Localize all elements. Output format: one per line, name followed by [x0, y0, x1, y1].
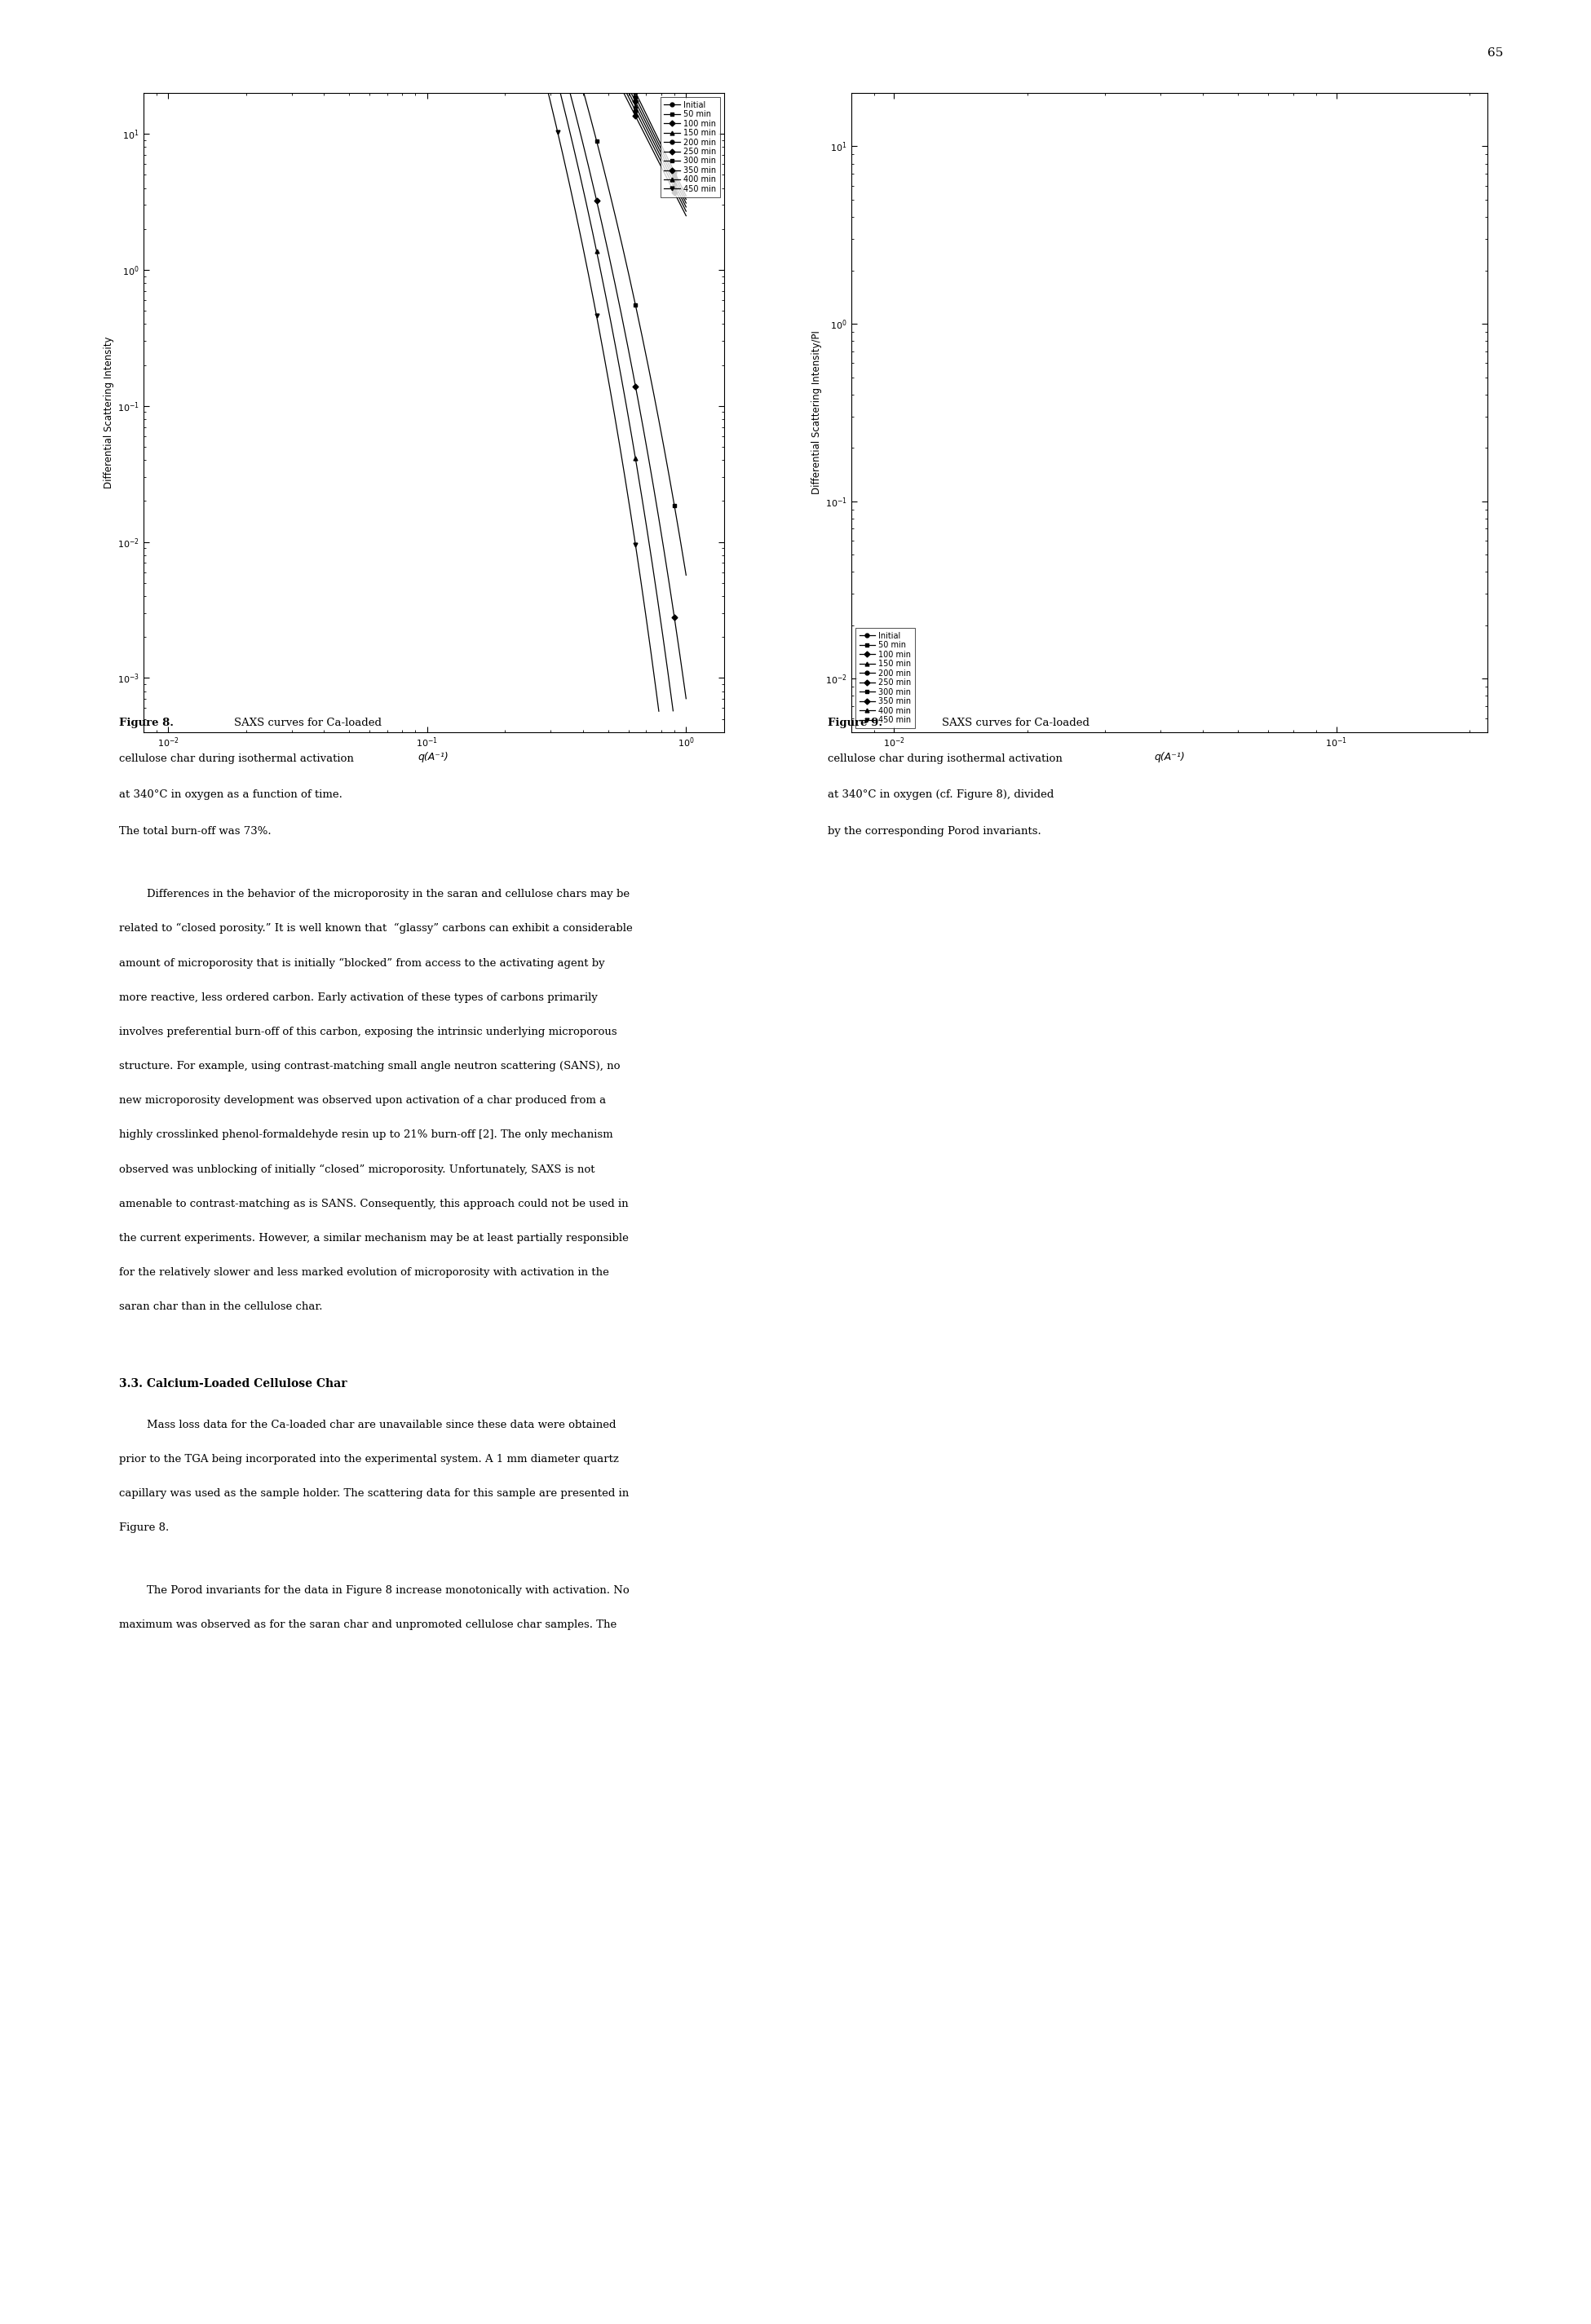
400 min	[536, 23, 555, 51]
450 min	[649, 697, 668, 725]
Y-axis label: Differential Scattering Intensity: Differential Scattering Intensity	[103, 337, 115, 488]
Text: observed was unblocking of initially “closed” microporosity. Unfortunately, SAXS: observed was unblocking of initially “cl…	[119, 1164, 595, 1174]
Text: highly crosslinked phenol-formaldehyde resin up to 21% burn-off [2]. The only me: highly crosslinked phenol-formaldehyde r…	[119, 1129, 613, 1141]
Line: 450 min: 450 min	[167, 0, 660, 713]
Text: for the relatively slower and less marked evolution of microporosity with activa: for the relatively slower and less marke…	[119, 1267, 609, 1278]
Text: at 340°C in oxygen (cf. Figure 8), divided: at 340°C in oxygen (cf. Figure 8), divid…	[827, 790, 1053, 799]
Text: more reactive, less ordered carbon. Early activation of these types of carbons p: more reactive, less ordered carbon. Earl…	[119, 992, 598, 1002]
350 min	[535, 0, 554, 14]
Text: involves preferential burn-off of this carbon, exposing the intrinsic underlying: involves preferential burn-off of this c…	[119, 1027, 617, 1037]
450 min	[517, 0, 536, 23]
400 min	[547, 67, 566, 95]
Line: 300 min: 300 min	[167, 0, 687, 576]
Text: at 340°C in oxygen as a function of time.: at 340°C in oxygen as a function of time…	[119, 790, 342, 799]
Initial	[676, 181, 695, 209]
Text: cellulose char during isothermal activation: cellulose char during isothermal activat…	[827, 753, 1063, 765]
Text: new microporosity development was observed upon activation of a char produced fr: new microporosity development was observ…	[119, 1095, 606, 1106]
Legend: Initial, 50 min, 100 min, 150 min, 200 min, 250 min, 300 min, 350 min, 400 min, : Initial, 50 min, 100 min, 150 min, 200 m…	[660, 98, 721, 198]
Text: the current experiments. However, a similar mechanism may be at least partially : the current experiments. However, a simi…	[119, 1232, 628, 1243]
Line: 250 min: 250 min	[167, 0, 687, 218]
Text: saran char than in the cellulose char.: saran char than in the cellulose char.	[119, 1301, 323, 1313]
Line: 200 min: 200 min	[167, 0, 687, 214]
200 min	[676, 198, 695, 225]
Text: maximum was observed as for the saran char and unpromoted cellulose char samples: maximum was observed as for the saran ch…	[119, 1620, 617, 1629]
Line: 400 min: 400 min	[167, 0, 675, 713]
X-axis label: q(A⁻¹): q(A⁻¹)	[1153, 753, 1185, 762]
Line: 100 min: 100 min	[167, 0, 687, 205]
Legend: Initial, 50 min, 100 min, 150 min, 200 min, 250 min, 300 min, 350 min, 400 min, : Initial, 50 min, 100 min, 150 min, 200 m…	[854, 627, 915, 727]
100 min	[676, 188, 695, 216]
350 min	[676, 686, 695, 713]
Text: by the corresponding Porod invariants.: by the corresponding Porod invariants.	[827, 825, 1041, 837]
Text: prior to the TGA being incorporated into the experimental system. A 1 mm diamete: prior to the TGA being incorporated into…	[119, 1455, 619, 1464]
Text: amount of microporosity that is initially “blocked” from access to the activatin: amount of microporosity that is initiall…	[119, 957, 605, 969]
Text: 3.3. Calcium-Loaded Cellulose Char: 3.3. Calcium-Loaded Cellulose Char	[119, 1378, 347, 1390]
Line: Initial: Initial	[167, 0, 687, 198]
X-axis label: q(A⁻¹): q(A⁻¹)	[418, 753, 449, 762]
300 min	[676, 560, 695, 588]
Text: structure. For example, using contrast-matching small angle neutron scattering (: structure. For example, using contrast-m…	[119, 1060, 620, 1071]
Text: SAXS curves for Ca-loaded: SAXS curves for Ca-loaded	[942, 718, 1090, 727]
50 min	[676, 186, 695, 214]
Line: 350 min: 350 min	[167, 0, 687, 700]
Text: Mass loss data for the Ca-loaded char are unavailable since these data were obta: Mass loss data for the Ca-loaded char ar…	[119, 1420, 616, 1429]
Text: Differences in the behavior of the microporosity in the saran and cellulose char: Differences in the behavior of the micro…	[119, 888, 630, 899]
250 min	[676, 202, 695, 230]
Text: Figure 8.: Figure 8.	[119, 718, 173, 727]
Text: The Porod invariants for the data in Figure 8 increase monotonically with activa: The Porod invariants for the data in Fig…	[119, 1585, 630, 1597]
Y-axis label: Differential Scattering Intensity/PI: Differential Scattering Intensity/PI	[811, 330, 823, 495]
Text: Figure 8.: Figure 8.	[119, 1522, 169, 1534]
450 min	[611, 442, 630, 469]
Text: SAXS curves for Ca-loaded: SAXS curves for Ca-loaded	[234, 718, 382, 727]
400 min	[574, 177, 593, 205]
Text: The total burn-off was 73%.: The total burn-off was 73%.	[119, 825, 272, 837]
Text: 65: 65	[1488, 46, 1503, 58]
400 min	[663, 697, 683, 725]
Text: related to “closed porosity.” It is well known that  “glassy” carbons can exhibi: related to “closed porosity.” It is well…	[119, 923, 633, 934]
Line: 150 min: 150 min	[167, 0, 687, 209]
Text: amenable to contrast-matching as is SANS. Consequently, this approach could not : amenable to contrast-matching as is SANS…	[119, 1199, 628, 1208]
Text: Figure 9.: Figure 9.	[827, 718, 881, 727]
Text: capillary was used as the sample holder. The scattering data for this sample are: capillary was used as the sample holder.…	[119, 1487, 628, 1499]
Text: cellulose char during isothermal activation: cellulose char during isothermal activat…	[119, 753, 355, 765]
350 min	[533, 0, 552, 7]
150 min	[676, 193, 695, 221]
Line: 50 min: 50 min	[167, 0, 687, 202]
